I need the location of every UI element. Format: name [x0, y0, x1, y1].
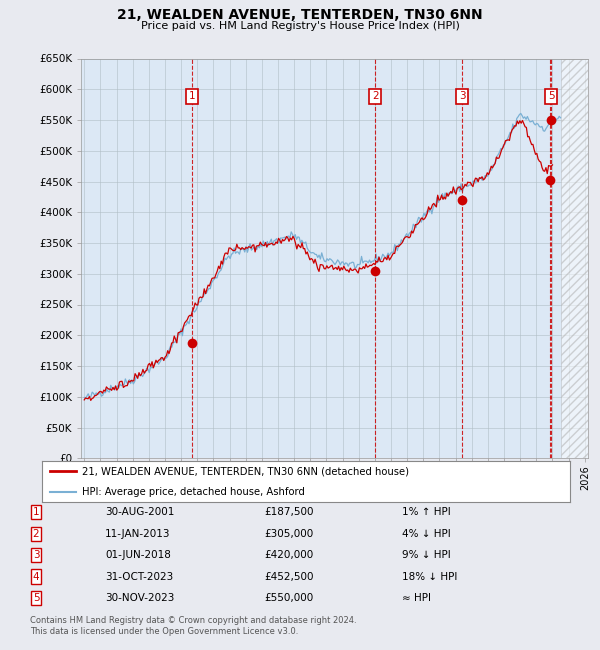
Text: £550,000: £550,000 — [264, 593, 313, 603]
Text: £420,000: £420,000 — [264, 550, 313, 560]
Text: 9% ↓ HPI: 9% ↓ HPI — [402, 550, 451, 560]
Text: 30-NOV-2023: 30-NOV-2023 — [105, 593, 175, 603]
Text: 11-JAN-2013: 11-JAN-2013 — [105, 528, 170, 539]
Text: Price paid vs. HM Land Registry's House Price Index (HPI): Price paid vs. HM Land Registry's House … — [140, 21, 460, 31]
Text: £452,500: £452,500 — [264, 571, 314, 582]
Text: 1: 1 — [188, 92, 195, 101]
Text: 1: 1 — [32, 507, 40, 517]
Text: £305,000: £305,000 — [264, 528, 313, 539]
Text: 31-OCT-2023: 31-OCT-2023 — [105, 571, 173, 582]
Text: 01-JUN-2018: 01-JUN-2018 — [105, 550, 171, 560]
Text: 4: 4 — [32, 571, 40, 582]
Bar — [560, 58, 588, 458]
Text: £187,500: £187,500 — [264, 507, 314, 517]
Text: 2: 2 — [32, 528, 40, 539]
Text: 30-AUG-2001: 30-AUG-2001 — [105, 507, 175, 517]
Text: Contains HM Land Registry data © Crown copyright and database right 2024.
This d: Contains HM Land Registry data © Crown c… — [30, 616, 356, 636]
Text: 21, WEALDEN AVENUE, TENTERDEN, TN30 6NN: 21, WEALDEN AVENUE, TENTERDEN, TN30 6NN — [117, 8, 483, 22]
Text: 21, WEALDEN AVENUE, TENTERDEN, TN30 6NN (detached house): 21, WEALDEN AVENUE, TENTERDEN, TN30 6NN … — [82, 466, 409, 476]
Text: 18% ↓ HPI: 18% ↓ HPI — [402, 571, 457, 582]
Text: 3: 3 — [32, 550, 40, 560]
Text: 1% ↑ HPI: 1% ↑ HPI — [402, 507, 451, 517]
Text: ≈ HPI: ≈ HPI — [402, 593, 431, 603]
Text: 4% ↓ HPI: 4% ↓ HPI — [402, 528, 451, 539]
Text: 5: 5 — [548, 92, 554, 101]
Text: 3: 3 — [459, 92, 466, 101]
Text: HPI: Average price, detached house, Ashford: HPI: Average price, detached house, Ashf… — [82, 487, 304, 497]
Text: 5: 5 — [32, 593, 40, 603]
Text: 2: 2 — [372, 92, 379, 101]
